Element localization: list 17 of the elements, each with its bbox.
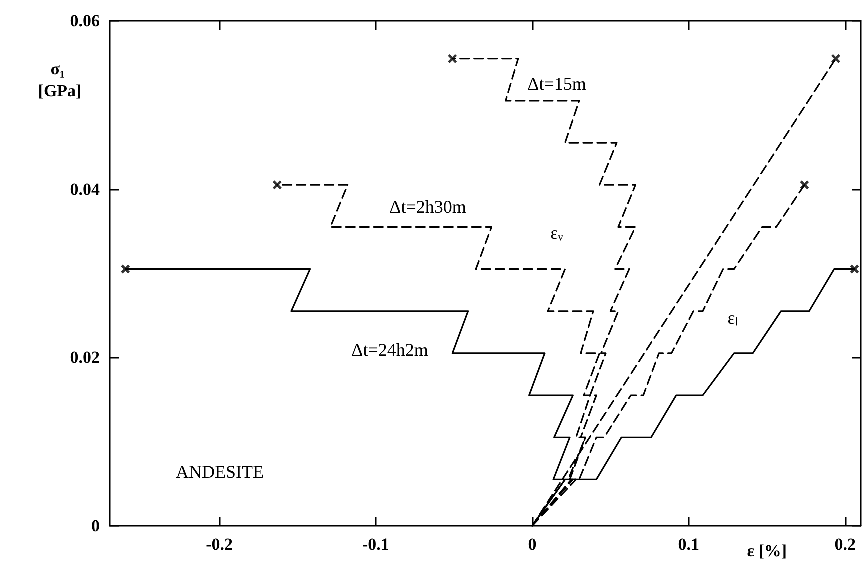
y-tick-label: 0.06 xyxy=(70,12,100,30)
y-axis-title: σ₁ [GPa] xyxy=(38,60,82,100)
annotation: Δt=15m xyxy=(528,74,586,94)
x-tick-label: 0.2 xyxy=(834,535,856,554)
x-tick-label: 0.1 xyxy=(678,535,700,554)
annotation: ANDESITE xyxy=(176,462,264,482)
y-tick-label: 0.04 xyxy=(70,180,100,199)
annotation: Δt=2h30m xyxy=(390,197,466,217)
y-tick-label: 0 xyxy=(92,516,100,536)
annotation: εᵥ xyxy=(550,223,564,243)
y-tick-label: 0.02 xyxy=(70,348,100,368)
annotation: Δt=24h2m xyxy=(352,340,428,360)
x-axis-title: ε [%] xyxy=(747,542,788,560)
x-tick-label: -0.1 xyxy=(362,535,390,554)
x-tick-label: 0 xyxy=(528,535,537,554)
annotation: εₗ xyxy=(728,308,738,328)
x-tick-label: -0.2 xyxy=(206,535,233,554)
